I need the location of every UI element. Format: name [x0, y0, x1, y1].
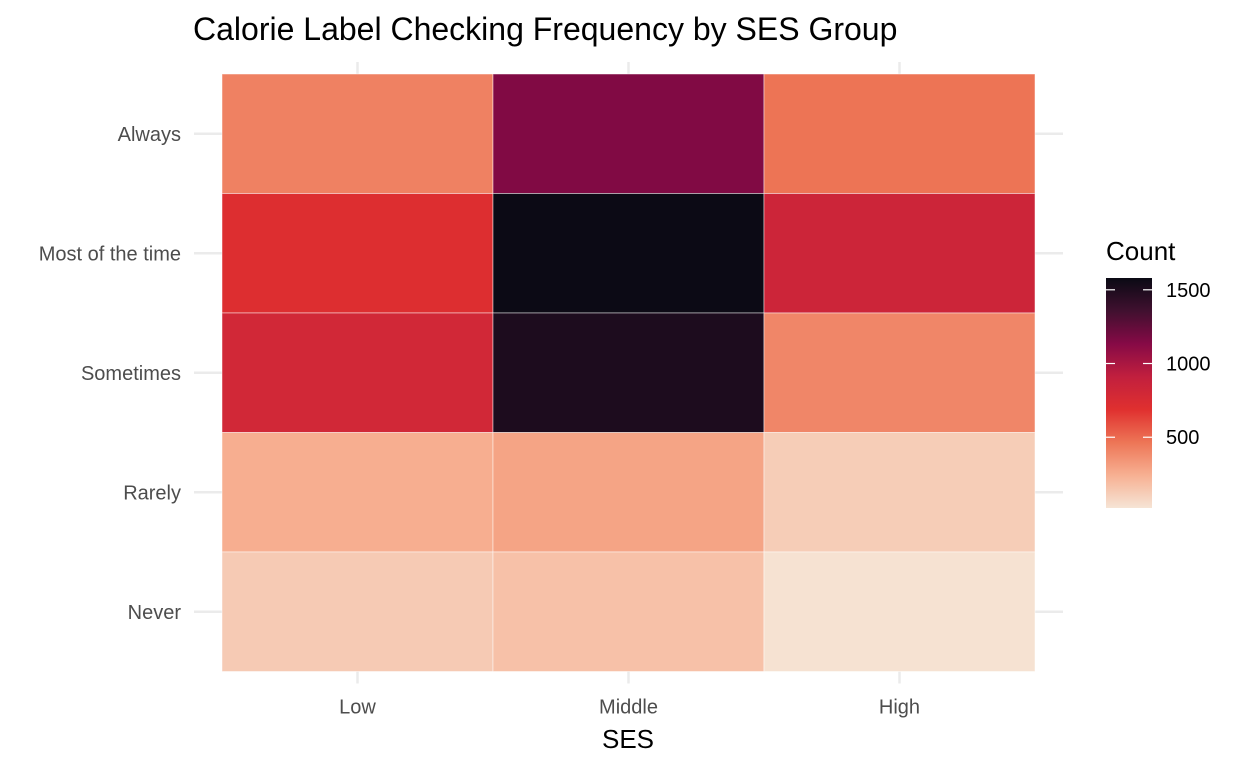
x-tick-label: Middle: [599, 697, 658, 719]
heatmap-cell: [221, 551, 494, 672]
x-tick-label: High: [879, 697, 920, 719]
heatmap-cell: [221, 432, 494, 553]
y-tick-label: Never: [128, 602, 182, 624]
heatmap-cell: [492, 551, 765, 672]
legend-title: Count: [1106, 236, 1176, 266]
y-tick-label: Always: [118, 124, 181, 146]
y-tick-label: Sometimes: [81, 363, 181, 385]
x-axis-title: SES: [602, 724, 654, 754]
x-tick-labels: Low Middle High: [339, 697, 920, 719]
legend: Count 500 1000 1500: [1106, 236, 1211, 508]
legend-tick-label: 500: [1166, 427, 1199, 449]
x-tick-label: Low: [339, 697, 376, 719]
heatmap-cell: [492, 312, 765, 433]
heatmap-cell: [492, 193, 765, 314]
legend-colorbar: [1106, 278, 1152, 508]
heatmap-cell: [763, 432, 1036, 553]
legend-tick-label: 1000: [1166, 354, 1211, 376]
heatmap-cell: [492, 73, 765, 194]
y-tick-label: Rarely: [123, 482, 181, 504]
heatmap-cell: [763, 193, 1036, 314]
heatmap-cell: [221, 73, 494, 194]
heatmap-cell: [763, 73, 1036, 194]
chart-title: Calorie Label Checking Frequency by SES …: [193, 11, 897, 47]
heatmap-cell: [492, 432, 765, 553]
heatmap-cell: [221, 193, 494, 314]
y-tick-label: Most of the time: [39, 243, 181, 265]
heatmap-cells: [221, 73, 1036, 672]
heatmap-cell: [221, 312, 494, 433]
y-tick-labels: Always Most of the time Sometimes Rarely Nev…: [39, 124, 182, 624]
legend-tick-label: 1500: [1166, 280, 1211, 302]
heatmap-cell: [763, 312, 1036, 433]
heatmap-cell: [763, 551, 1036, 672]
